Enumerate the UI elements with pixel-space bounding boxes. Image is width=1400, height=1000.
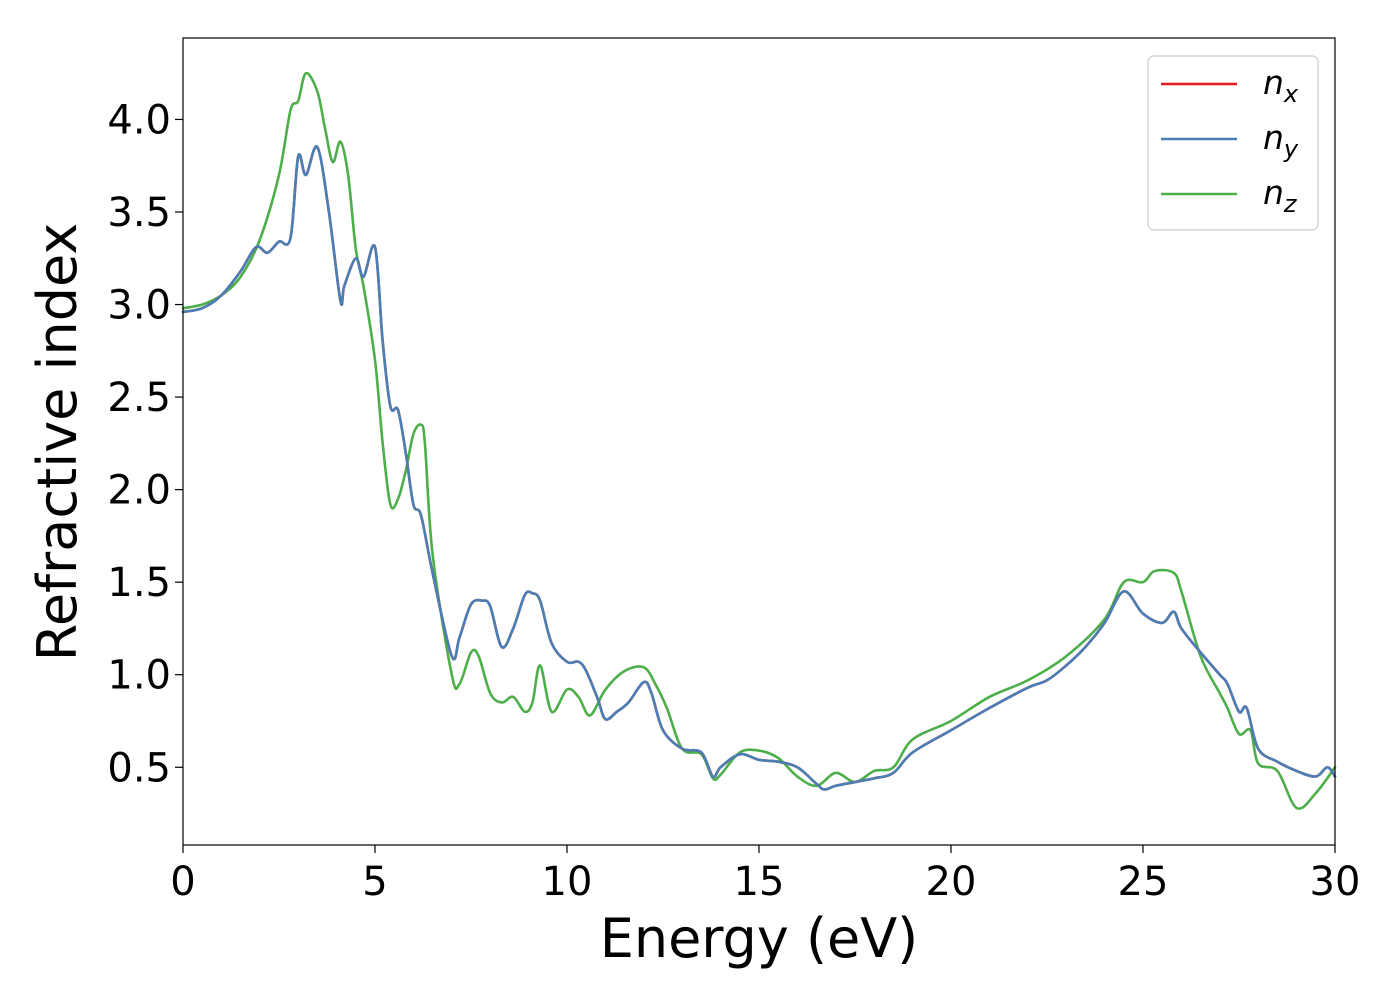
series-line-n-z	[181, 71, 1337, 810]
x-tick-label: 5	[362, 859, 387, 905]
x-tick-label: 15	[734, 859, 785, 905]
x-tick-label: 20	[926, 859, 977, 905]
series-line-n-y	[181, 145, 1337, 791]
y-tick-label: 0.5	[107, 745, 171, 791]
x-axis-ticks: 0 5 10 15 20 25 30	[170, 845, 1360, 905]
y-tick-label: 3.5	[107, 190, 171, 236]
y-tick-label: 4.0	[107, 97, 171, 143]
legend-label-z: nz	[1263, 173, 1298, 218]
x-tick-label: 0	[170, 859, 195, 905]
legend-label-x: nx	[1263, 63, 1299, 108]
series-layer	[181, 71, 1337, 810]
x-tick-label: 10	[542, 859, 593, 905]
y-tick-label: 3.0	[107, 283, 171, 329]
legend-entries: nx ny nz	[1161, 63, 1299, 218]
legend-box	[1147, 55, 1319, 231]
y-axis-ticks: 0.5 1.0 1.5 2.0 2.5 3.0 3.5 4.0	[107, 97, 183, 791]
y-axis-title: Refractive index	[26, 223, 89, 662]
legend: nx ny nz	[1147, 55, 1319, 231]
y-tick-label: 2.5	[107, 375, 171, 421]
x-axis-title: Energy (eV)	[600, 907, 919, 970]
legend-label-y: ny	[1263, 118, 1299, 163]
x-tick-label: 25	[1118, 859, 1169, 905]
x-tick-label: 30	[1310, 859, 1361, 905]
y-tick-label: 1.0	[107, 653, 171, 699]
y-tick-label: 1.5	[107, 560, 171, 606]
y-tick-label: 2.0	[107, 468, 171, 514]
